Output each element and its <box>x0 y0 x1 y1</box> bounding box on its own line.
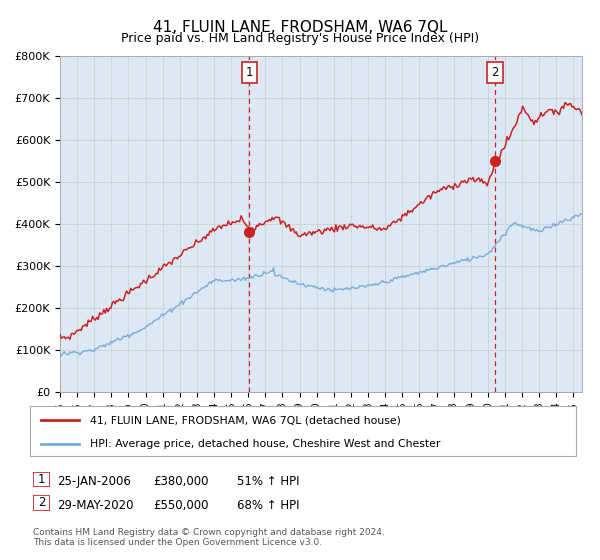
Text: Price paid vs. HM Land Registry's House Price Index (HPI): Price paid vs. HM Land Registry's House … <box>121 32 479 45</box>
Text: 68% ↑ HPI: 68% ↑ HPI <box>237 498 299 512</box>
Text: 25-JAN-2006: 25-JAN-2006 <box>57 475 131 488</box>
Text: £380,000: £380,000 <box>153 475 209 488</box>
Text: 41, FLUIN LANE, FRODSHAM, WA6 7QL: 41, FLUIN LANE, FRODSHAM, WA6 7QL <box>153 20 447 35</box>
Text: 1: 1 <box>246 66 253 80</box>
Text: 41, FLUIN LANE, FRODSHAM, WA6 7QL (detached house): 41, FLUIN LANE, FRODSHAM, WA6 7QL (detac… <box>90 415 401 425</box>
Text: Contains HM Land Registry data © Crown copyright and database right 2024.
This d: Contains HM Land Registry data © Crown c… <box>33 528 385 547</box>
Text: HPI: Average price, detached house, Cheshire West and Chester: HPI: Average price, detached house, Ches… <box>90 439 440 449</box>
Text: £550,000: £550,000 <box>153 498 209 512</box>
FancyBboxPatch shape <box>33 495 50 511</box>
Text: 1: 1 <box>38 473 45 486</box>
Text: 2: 2 <box>38 496 45 510</box>
FancyBboxPatch shape <box>30 406 576 456</box>
Text: 2: 2 <box>491 66 499 80</box>
FancyBboxPatch shape <box>33 472 50 487</box>
Text: 51% ↑ HPI: 51% ↑ HPI <box>237 475 299 488</box>
Text: 29-MAY-2020: 29-MAY-2020 <box>57 498 133 512</box>
